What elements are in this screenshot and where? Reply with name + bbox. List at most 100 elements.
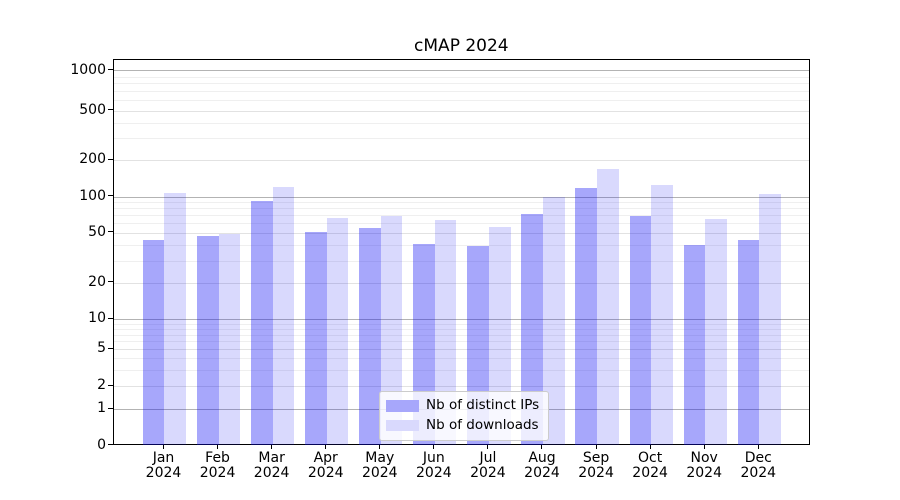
chart-title: cMAP 2024 — [414, 36, 509, 56]
y-tick-label-0: 0 — [97, 436, 106, 453]
x-tick-jan — [163, 444, 164, 450]
gridline-700 — [113, 91, 809, 93]
gridline-60 — [113, 223, 809, 225]
x-tick-mar — [271, 444, 273, 450]
x-tick-label-apr: Apr 2024 — [307, 449, 344, 481]
bar-nov-downloads — [705, 219, 727, 445]
y-tick-10 — [107, 317, 113, 319]
gridline-90 — [113, 202, 809, 204]
y-tick-label-100: 100 — [79, 187, 106, 204]
gridline-9 — [113, 323, 809, 325]
x-tick-label-jun: Jun 2024 — [416, 449, 452, 481]
bar-apr-downloads — [326, 218, 349, 445]
y-tick-0 — [107, 444, 113, 445]
x-tick-label-nov: Nov 2024 — [686, 449, 722, 481]
y-tick-label-10: 10 — [88, 310, 106, 327]
legend-swatch-downloads — [386, 419, 419, 431]
x-tick-apr — [325, 444, 327, 450]
bar-sep-distinct-ips — [575, 187, 598, 445]
legend-item-downloads: Nb of downloads — [386, 416, 539, 436]
gridline-4 — [113, 358, 809, 360]
x-tick-feb — [217, 444, 219, 450]
y-tick-label-1000: 1000 — [70, 61, 106, 78]
gridline-8 — [113, 328, 809, 330]
bar-aug-distinct-ips — [521, 213, 543, 445]
x-tick-label-sep: Sep 2024 — [578, 449, 614, 481]
bar-may-distinct-ips — [359, 227, 381, 445]
bar-dec-downloads — [759, 194, 781, 445]
x-tick-label-aug: Aug 2024 — [524, 449, 560, 481]
gridline-2 — [113, 385, 809, 387]
gridline-70 — [113, 215, 809, 217]
gridline-7 — [113, 334, 809, 336]
x-tick-label-may: May 2024 — [361, 449, 398, 481]
y-tick-500 — [107, 109, 113, 111]
bar-feb-distinct-ips — [196, 236, 219, 445]
gridline-6 — [113, 341, 809, 343]
bar-aug-downloads — [542, 196, 565, 445]
y-tick-1 — [107, 407, 113, 409]
gridline-900 — [113, 76, 809, 78]
gridline-600 — [113, 100, 809, 102]
x-tick-label-mar: Mar 2024 — [253, 449, 290, 481]
y-tick-label-200: 200 — [79, 151, 106, 168]
y-tick-200 — [107, 158, 113, 160]
gridline-80 — [113, 208, 809, 210]
y-tick-100 — [107, 195, 113, 197]
bar-jan-downloads — [164, 193, 187, 445]
bar-mar-downloads — [272, 187, 295, 445]
bar-nov-distinct-ips — [683, 244, 706, 445]
x-tick-aug — [541, 444, 543, 450]
legend-swatch-distinct-ips — [386, 400, 419, 412]
bar-feb-downloads — [218, 233, 241, 445]
x-tick-jul — [487, 444, 489, 450]
bar-jul-downloads — [488, 226, 511, 445]
y-tick-50 — [107, 231, 113, 233]
gridline-100 — [113, 196, 809, 198]
y-tick-1000 — [107, 69, 113, 70]
x-tick-label-dec: Dec 2024 — [740, 449, 777, 481]
y-tick-20 — [107, 281, 113, 283]
gridline-30 — [113, 260, 809, 262]
plot-area — [112, 59, 810, 445]
gridline-3 — [113, 369, 809, 371]
x-tick-nov — [703, 444, 705, 450]
bar-dec-distinct-ips — [737, 239, 760, 445]
bar-jun-downloads — [434, 219, 457, 445]
gridline-20 — [113, 282, 809, 284]
legend-label-downloads: Nb of downloads — [426, 416, 539, 433]
gridline-300 — [113, 138, 809, 140]
gridline-50 — [113, 232, 809, 234]
legend-label-distinct-ips: Nb of distinct IPs — [426, 397, 540, 414]
legend-item-distinct-ips: Nb of distinct IPs — [386, 396, 539, 416]
y-tick-label-500: 500 — [79, 101, 106, 118]
x-tick-may — [379, 444, 381, 450]
y-tick-label-50: 50 — [88, 223, 106, 240]
x-tick-jun — [433, 444, 435, 450]
bar-jan-distinct-ips — [142, 239, 165, 445]
y-tick-label-5: 5 — [97, 340, 106, 357]
x-tick-label-jul: Jul 2024 — [470, 449, 506, 481]
gridline-5 — [113, 349, 809, 351]
gridline-1000 — [113, 70, 809, 72]
bar-oct-distinct-ips — [629, 216, 652, 445]
bar-oct-downloads — [651, 184, 673, 445]
y-tick-label-2: 2 — [97, 377, 106, 393]
gridline-200 — [113, 160, 809, 162]
x-tick-label-oct: Oct 2024 — [632, 449, 668, 481]
x-tick-dec — [757, 444, 759, 450]
x-tick-sep — [595, 444, 597, 450]
y-tick-2 — [107, 384, 113, 386]
y-tick-label-20: 20 — [88, 273, 106, 290]
gridline-800 — [113, 83, 809, 85]
x-tick-oct — [649, 444, 651, 450]
bar-may-downloads — [380, 216, 403, 445]
bar-mar-distinct-ips — [251, 200, 273, 445]
bar-sep-downloads — [597, 168, 619, 445]
y-tick-label-1: 1 — [97, 400, 106, 417]
x-tick-label-feb: Feb 2024 — [199, 449, 236, 481]
y-tick-5 — [107, 347, 113, 349]
x-tick-label-jan: Jan 2024 — [145, 449, 182, 481]
gridline-400 — [113, 122, 809, 124]
